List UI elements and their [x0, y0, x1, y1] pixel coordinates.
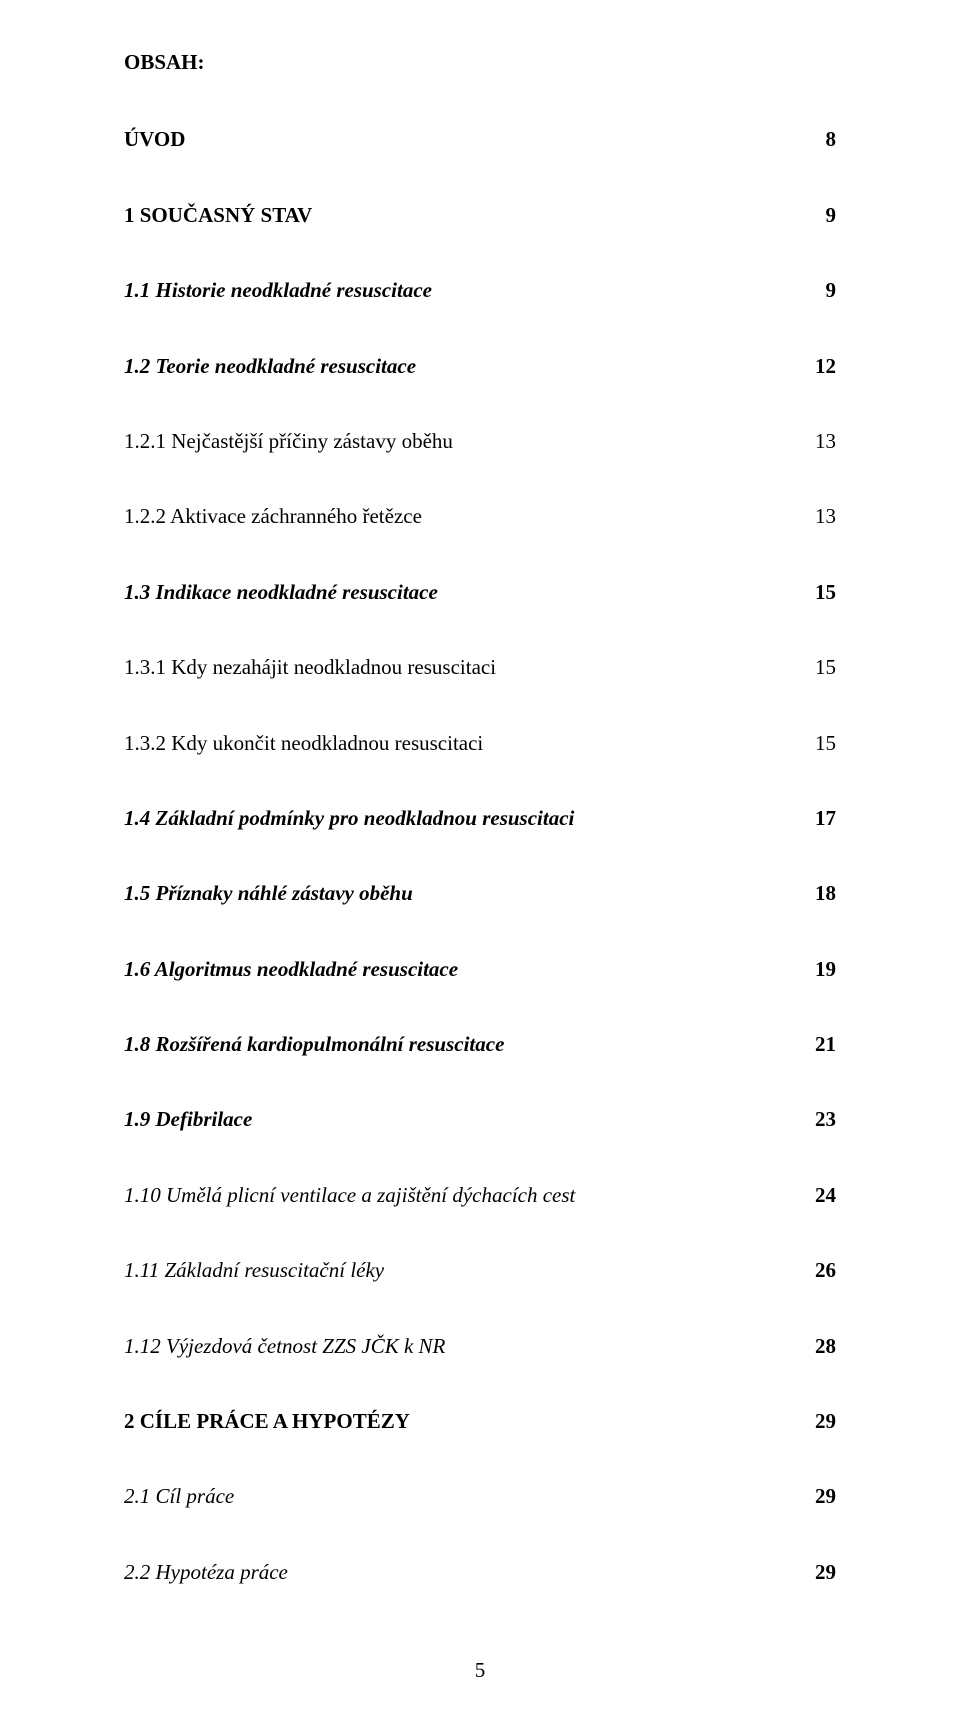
toc-label: 1.3.2 Kdy ukončit neodkladnou resuscitac…: [124, 729, 804, 758]
toc-label: 1.1 Historie neodkladné resuscitace: [124, 276, 804, 305]
toc-entry: 1.4 Základní podmínky pro neodkladnou re…: [124, 804, 836, 833]
toc-page: 8: [804, 125, 836, 154]
toc-label: 1.9 Defibrilace: [124, 1105, 804, 1134]
toc-entry: 1.8 Rozšířená kardiopulmonální resuscita…: [124, 1030, 836, 1059]
toc-label: ÚVOD: [124, 125, 804, 154]
toc-page: 21: [804, 1030, 836, 1059]
toc-page: 15: [804, 653, 836, 682]
toc-entry: 1.3.2 Kdy ukončit neodkladnou resuscitac…: [124, 729, 836, 758]
toc-page: 13: [804, 502, 836, 531]
toc-page: 26: [804, 1256, 836, 1285]
toc-label: 2 CÍLE PRÁCE A HYPOTÉZY: [124, 1407, 804, 1436]
toc-entry: 1.12 Výjezdová četnost ZZS JČK k NR 28: [124, 1332, 836, 1361]
toc-label: 1.2 Teorie neodkladné resuscitace: [124, 352, 804, 381]
toc-entry: ÚVOD 8: [124, 125, 836, 154]
toc-page: 19: [804, 955, 836, 984]
toc-entry: 1.3 Indikace neodkladné resuscitace 15: [124, 578, 836, 607]
toc-entry: 1.9 Defibrilace 23: [124, 1105, 836, 1134]
toc-label: 2.2 Hypotéza práce: [124, 1558, 804, 1587]
toc-page: 29: [804, 1482, 836, 1511]
toc-entry: 1.2.2 Aktivace záchranného řetězce 13: [124, 502, 836, 531]
toc-label: 1.2.2 Aktivace záchranného řetězce: [124, 502, 804, 531]
toc-entry: 1.5 Příznaky náhlé zástavy oběhu 18: [124, 879, 836, 908]
toc-label: 2.1 Cíl práce: [124, 1482, 804, 1511]
toc-entry: 1 SOUČASNÝ STAV 9: [124, 201, 836, 230]
page-number: 5: [0, 1656, 960, 1685]
toc-entry: 1.2.1 Nejčastější příčiny zástavy oběhu …: [124, 427, 836, 456]
toc-entry: 1.3.1 Kdy nezahájit neodkladnou resuscit…: [124, 653, 836, 682]
toc-page: 12: [804, 352, 836, 381]
toc-entry: 1.6 Algoritmus neodkladné resuscitace 19: [124, 955, 836, 984]
toc-page: 15: [804, 578, 836, 607]
toc-label: 1.5 Příznaky náhlé zástavy oběhu: [124, 879, 804, 908]
toc-entry: 1.1 Historie neodkladné resuscitace 9: [124, 276, 836, 305]
toc-page: 9: [804, 201, 836, 230]
toc-label: 1.8 Rozšířená kardiopulmonální resuscita…: [124, 1030, 804, 1059]
toc-entry: 2 CÍLE PRÁCE A HYPOTÉZY 29: [124, 1407, 836, 1436]
toc-label: 1.6 Algoritmus neodkladné resuscitace: [124, 955, 804, 984]
toc-label: 1.12 Výjezdová četnost ZZS JČK k NR: [124, 1332, 804, 1361]
toc-entry: 1.2 Teorie neodkladné resuscitace 12: [124, 352, 836, 381]
toc-page: 28: [804, 1332, 836, 1361]
toc-label: 1 SOUČASNÝ STAV: [124, 201, 804, 230]
toc-page: 17: [804, 804, 836, 833]
toc-label: 1.11 Základní resuscitační léky: [124, 1256, 804, 1285]
toc-label: 1.2.1 Nejčastější příčiny zástavy oběhu: [124, 427, 804, 456]
toc-entry: 2.2 Hypotéza práce 29: [124, 1558, 836, 1587]
toc-page: 15: [804, 729, 836, 758]
toc-label: 1.3 Indikace neodkladné resuscitace: [124, 578, 804, 607]
toc-entry: 1.10 Umělá plicní ventilace a zajištění …: [124, 1181, 836, 1210]
toc-label: 1.10 Umělá plicní ventilace a zajištění …: [124, 1181, 804, 1210]
document-page: OBSAH: ÚVOD 8 1 SOUČASNÝ STAV 9 1.1 Hist…: [0, 0, 960, 1735]
toc-page: 23: [804, 1105, 836, 1134]
toc-label: 1.4 Základní podmínky pro neodkladnou re…: [124, 804, 804, 833]
toc-page: 24: [804, 1181, 836, 1210]
toc-page: 29: [804, 1407, 836, 1436]
toc-page: 29: [804, 1558, 836, 1587]
toc-page: 18: [804, 879, 836, 908]
toc-label: 1.3.1 Kdy nezahájit neodkladnou resuscit…: [124, 653, 804, 682]
toc-page: 13: [804, 427, 836, 456]
toc-entry: 1.11 Základní resuscitační léky 26: [124, 1256, 836, 1285]
toc-heading: OBSAH:: [124, 48, 836, 77]
toc-page: 9: [804, 276, 836, 305]
toc-entry: 2.1 Cíl práce 29: [124, 1482, 836, 1511]
